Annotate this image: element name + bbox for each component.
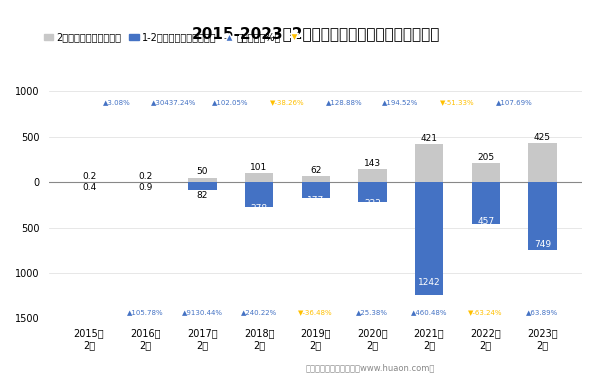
- Bar: [188, 177, 217, 182]
- Text: 143: 143: [364, 159, 381, 168]
- Text: 222: 222: [364, 199, 381, 208]
- Text: 205: 205: [477, 153, 494, 162]
- Text: ▲25.38%: ▲25.38%: [356, 309, 388, 315]
- Text: 50: 50: [196, 167, 208, 176]
- Text: ▲105.78%: ▲105.78%: [127, 309, 164, 315]
- Text: 421: 421: [420, 134, 438, 143]
- Text: 1242: 1242: [418, 278, 441, 287]
- Text: ▲128.88%: ▲128.88%: [326, 99, 362, 105]
- Bar: [245, 182, 273, 207]
- Text: ▼-51.33%: ▼-51.33%: [440, 99, 475, 105]
- Bar: [528, 182, 556, 250]
- Bar: [415, 182, 443, 295]
- Bar: [301, 176, 330, 182]
- Text: 82: 82: [196, 191, 208, 200]
- Text: ▲107.69%: ▲107.69%: [496, 99, 533, 105]
- Bar: [415, 144, 443, 182]
- Bar: [245, 173, 273, 182]
- Bar: [358, 169, 386, 182]
- Text: ▲460.48%: ▲460.48%: [411, 309, 447, 315]
- Text: 62: 62: [310, 166, 321, 175]
- Text: 177: 177: [307, 196, 324, 205]
- Text: 101: 101: [250, 163, 267, 172]
- Bar: [301, 182, 330, 198]
- Text: 457: 457: [477, 217, 494, 226]
- Text: ▲63.89%: ▲63.89%: [526, 309, 558, 315]
- Text: 0.4: 0.4: [82, 183, 96, 192]
- Text: 0.2: 0.2: [139, 172, 153, 181]
- Text: 749: 749: [534, 240, 551, 249]
- Bar: [528, 144, 556, 182]
- Text: 0.9: 0.9: [139, 183, 153, 192]
- Bar: [472, 182, 500, 224]
- Text: ▲3.08%: ▲3.08%: [103, 99, 131, 105]
- Bar: [358, 182, 386, 202]
- Text: ▲194.52%: ▲194.52%: [383, 99, 419, 105]
- Text: ▲30437.24%: ▲30437.24%: [151, 99, 196, 105]
- Text: 278: 278: [251, 203, 267, 212]
- Text: 0.2: 0.2: [82, 172, 96, 181]
- Title: 2015-2023年2月郑州商品交易所锰硅期货成交量: 2015-2023年2月郑州商品交易所锰硅期货成交量: [192, 26, 440, 41]
- Text: ▼-63.24%: ▼-63.24%: [469, 309, 503, 315]
- Text: 425: 425: [534, 133, 551, 143]
- Text: ▲102.05%: ▲102.05%: [213, 99, 249, 105]
- Text: ▼-38.26%: ▼-38.26%: [270, 99, 304, 105]
- Text: 制图：华经产业研究院（www.huaon.com）: 制图：华经产业研究院（www.huaon.com）: [306, 363, 435, 372]
- Bar: [188, 182, 217, 190]
- Text: ▼-36.48%: ▼-36.48%: [298, 309, 333, 315]
- Bar: [472, 164, 500, 182]
- Legend: 2月期货成交量（万手）, 1-2月期货成交量（万手）, 同比增长（%）, : 2月期货成交量（万手）, 1-2月期货成交量（万手）, 同比增长（%）,: [44, 32, 301, 42]
- Text: ▲9130.44%: ▲9130.44%: [182, 309, 223, 315]
- Text: ▲240.22%: ▲240.22%: [241, 309, 277, 315]
